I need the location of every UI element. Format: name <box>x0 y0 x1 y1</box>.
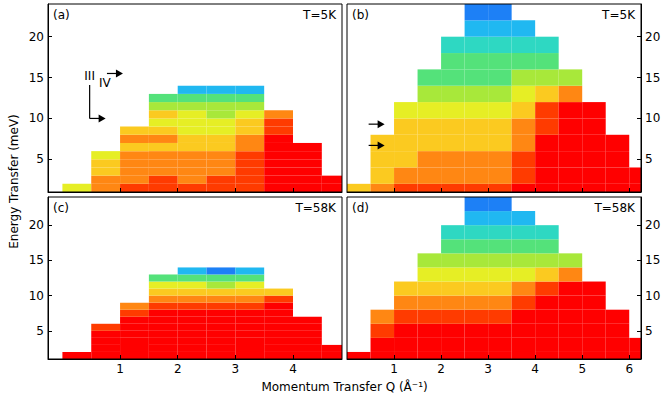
svg-text:5: 5 <box>645 152 653 166</box>
svg-text:2: 2 <box>437 362 445 376</box>
svg-text:10: 10 <box>645 289 660 303</box>
svg-text:IV: IV <box>99 76 112 90</box>
svg-text:20: 20 <box>645 218 660 232</box>
svg-text:(a): (a) <box>53 8 70 22</box>
svg-text:4: 4 <box>531 362 539 376</box>
svg-text:5: 5 <box>645 324 653 338</box>
svg-text:5: 5 <box>36 324 44 338</box>
svg-text:T=58K: T=58K <box>294 201 337 215</box>
svg-text:(c): (c) <box>53 201 69 215</box>
svg-text:2: 2 <box>174 362 182 376</box>
svg-text:20: 20 <box>29 218 44 232</box>
svg-text:(b): (b) <box>352 8 369 22</box>
svg-text:20: 20 <box>645 30 660 44</box>
svg-text:6: 6 <box>625 362 633 376</box>
svg-text:15: 15 <box>29 253 44 267</box>
svg-text:20: 20 <box>29 30 44 44</box>
svg-text:T=5K: T=5K <box>302 8 337 22</box>
svg-text:15: 15 <box>645 71 660 85</box>
svg-text:1: 1 <box>116 362 124 376</box>
svg-text:10: 10 <box>29 289 44 303</box>
svg-text:10: 10 <box>645 111 660 125</box>
svg-text:3: 3 <box>484 362 492 376</box>
svg-text:10: 10 <box>29 111 44 125</box>
svg-text:T=5K: T=5K <box>601 8 636 22</box>
svg-text:5: 5 <box>578 362 586 376</box>
svg-text:4: 4 <box>289 362 297 376</box>
svg-text:3: 3 <box>232 362 240 376</box>
svg-text:Momentum Transfer Q (Å⁻¹): Momentum Transfer Q (Å⁻¹) <box>261 379 427 394</box>
svg-text:1: 1 <box>390 362 398 376</box>
svg-text:T=58K: T=58K <box>593 201 636 215</box>
svg-text:5: 5 <box>36 152 44 166</box>
svg-text:III: III <box>84 69 95 83</box>
svg-text:15: 15 <box>29 71 44 85</box>
svg-text:(d): (d) <box>352 201 369 215</box>
svg-text:15: 15 <box>645 253 660 267</box>
svg-text:Energy Transfer (meV): Energy Transfer (meV) <box>7 114 21 249</box>
